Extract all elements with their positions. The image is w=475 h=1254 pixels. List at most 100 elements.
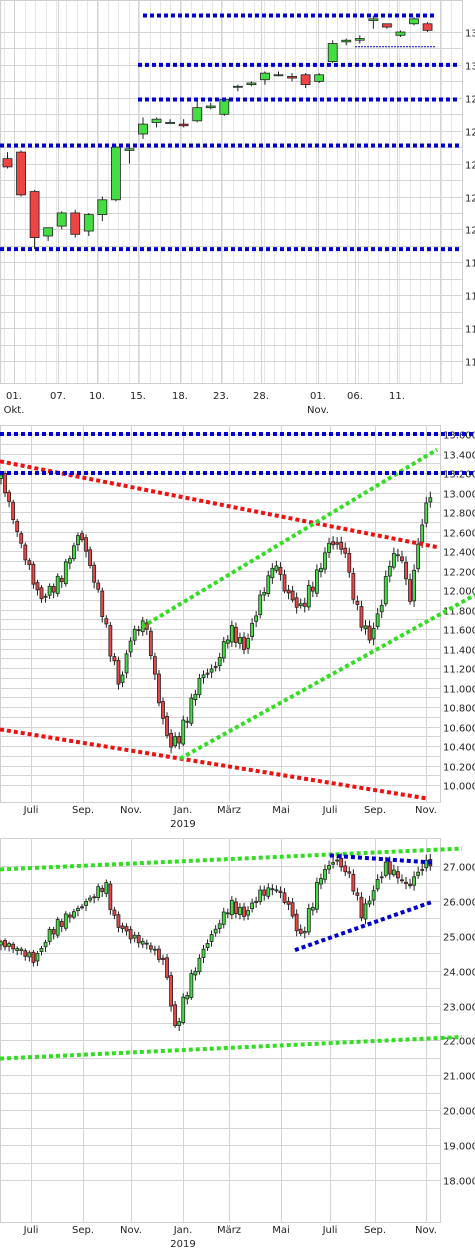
- candle-down: [335, 542, 340, 545]
- candle-up: [39, 948, 44, 952]
- candle-down: [161, 701, 165, 719]
- y-tick-label: 11.400: [443, 646, 475, 657]
- candle-down: [242, 906, 246, 917]
- candle-down: [355, 600, 360, 605]
- x-tick-label: 07.: [50, 391, 66, 402]
- candle-up: [177, 1021, 182, 1026]
- candle-up: [319, 567, 323, 573]
- x-tick-label: Jan.: [173, 1225, 193, 1236]
- candle-up: [391, 869, 396, 876]
- candle-down: [128, 928, 133, 940]
- candle-down: [112, 909, 117, 916]
- y-tick-label: 13.200: [443, 470, 475, 481]
- x-tick-label: Juli: [23, 805, 39, 816]
- candle-down: [294, 913, 299, 932]
- candle-down: [298, 928, 303, 934]
- candle-up: [120, 674, 125, 683]
- candle-up: [391, 553, 396, 568]
- candle-up: [412, 569, 417, 602]
- y-tick-label: 26.000: [443, 898, 475, 909]
- candle-down: [422, 23, 433, 31]
- candle-up: [368, 18, 379, 21]
- y-tick-label: 12.400: [465, 161, 475, 172]
- candle-up: [128, 640, 133, 653]
- y-tick-label: 11.600: [465, 292, 475, 303]
- candle-down: [19, 533, 24, 544]
- y-tick-label: 12.400: [443, 548, 475, 559]
- candle-up: [201, 674, 206, 678]
- candle-down: [116, 659, 121, 685]
- candle-up: [323, 552, 327, 570]
- candle-up: [92, 896, 97, 899]
- candle-up: [416, 543, 421, 570]
- candle-up: [225, 639, 230, 644]
- candle-up: [189, 973, 194, 998]
- plot-frame: [0, 425, 441, 803]
- candle-down: [282, 892, 287, 903]
- x-tick-label: Juli: [23, 1225, 39, 1236]
- x-tick-label: 11.: [389, 391, 405, 402]
- candle-up: [270, 567, 275, 579]
- y-tick-label: 21.000: [443, 1072, 475, 1083]
- x-tick-label: Sep.: [364, 805, 386, 816]
- y-tick-label: 13.400: [443, 451, 475, 462]
- candle-down: [59, 577, 64, 583]
- candle-down: [100, 887, 105, 892]
- candle-up: [35, 953, 40, 962]
- y-tick-label: 12.600: [465, 128, 475, 139]
- candle-up: [262, 592, 267, 596]
- candle-up: [43, 227, 54, 237]
- candle-down: [395, 871, 400, 879]
- x-tick-label: Jan.: [173, 805, 193, 816]
- y-tick-label: 25.000: [443, 933, 475, 944]
- candle-up: [152, 948, 157, 951]
- candle-down: [408, 883, 412, 887]
- candle-up: [379, 876, 384, 879]
- candle-down: [3, 940, 7, 948]
- candle-up: [193, 970, 198, 976]
- candle-up: [387, 566, 392, 577]
- x-tick-label: 10.: [89, 391, 105, 402]
- candle-up: [217, 657, 222, 667]
- candle-down: [331, 541, 336, 546]
- candle-down: [31, 951, 36, 963]
- candle-up: [371, 628, 376, 640]
- candle-up: [383, 861, 388, 876]
- y-tick-label: 13.000: [465, 62, 475, 73]
- candle-down: [80, 906, 84, 909]
- candle-up: [254, 615, 259, 622]
- y-tick-label: 11.000: [443, 685, 475, 696]
- x-tick-sublabel: Nov.: [307, 405, 329, 416]
- plot-frame: [0, 838, 441, 1223]
- candle-up: [76, 535, 80, 546]
- candle-up: [72, 911, 76, 918]
- candle-down: [343, 547, 348, 554]
- candle-up: [246, 82, 257, 86]
- y-tick-label: 22.000: [443, 1037, 475, 1048]
- candle-up: [83, 214, 94, 232]
- candle-up: [173, 736, 178, 747]
- candle-up: [238, 637, 242, 644]
- candle-up: [205, 942, 210, 949]
- candle-up: [428, 497, 433, 503]
- candle-up: [97, 199, 108, 215]
- candle-up: [217, 923, 222, 929]
- candle-down: [242, 636, 246, 651]
- candle-up: [197, 957, 202, 973]
- x-tick-label: 06.: [347, 391, 363, 402]
- candle-up: [55, 919, 60, 936]
- candle-down: [23, 544, 28, 561]
- candle-up: [124, 653, 129, 674]
- candle-up: [319, 878, 323, 885]
- candle-up: [84, 901, 88, 906]
- candle-down: [23, 950, 28, 957]
- candle-down: [112, 656, 117, 662]
- x-tick-label: 15.: [130, 391, 146, 402]
- candle-up: [151, 118, 162, 123]
- candle-up: [219, 99, 230, 115]
- candle-up: [306, 908, 311, 933]
- candle-up: [0, 941, 3, 946]
- chart-panel-3: 18.000 19.000 20.000 21.000 22.000 23.000 24.0…: [0, 838, 475, 1250]
- x-tick-label: Sep.: [364, 1225, 386, 1236]
- candle-down: [35, 582, 40, 591]
